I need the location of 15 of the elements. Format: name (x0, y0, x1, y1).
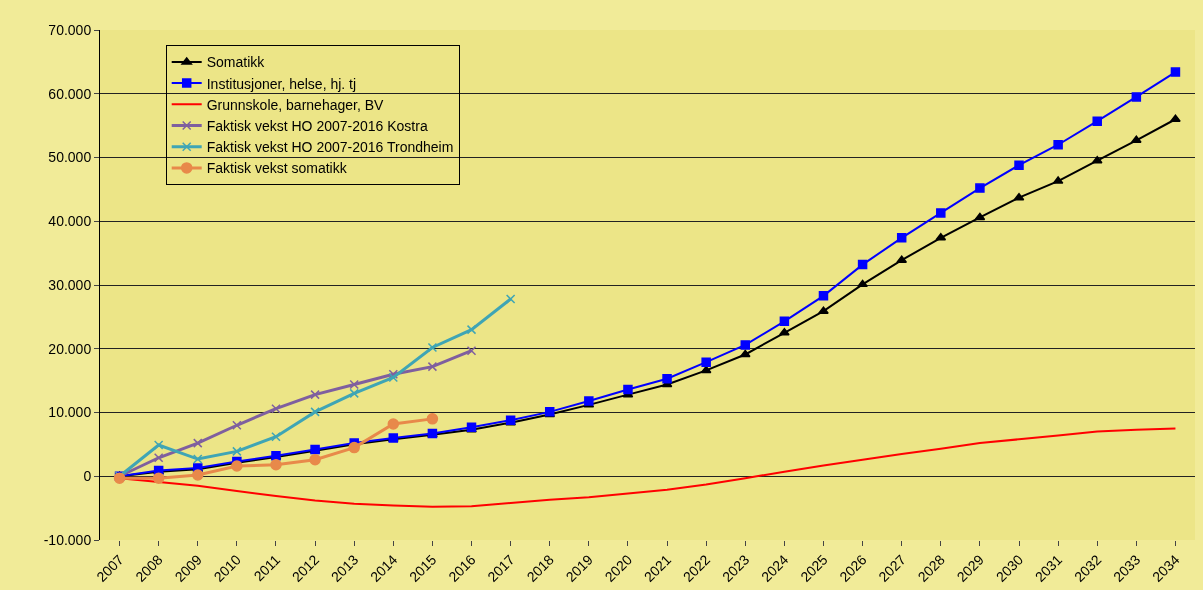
legend-label: Faktisk vekst somatikk (206, 160, 348, 177)
legend-label: Institusjoner, helse, hj. tj (206, 75, 357, 92)
y-tick-label: 0 (83, 468, 92, 485)
y-tick-label: 10.000 (48, 404, 92, 421)
y-tick-label: 20.000 (48, 340, 92, 357)
y-tick-label: 50.000 (48, 149, 92, 166)
legend-label: Faktisk vekst HO 2007-2016 Kostra (206, 117, 428, 134)
legend-label: Somatikk (206, 54, 266, 71)
legend-label: Grunnskole, barnehager, BV (206, 96, 385, 113)
y-tick-label: 40.000 (48, 213, 92, 230)
y-tick-label: 30.000 (48, 276, 92, 293)
y-tick-label: 70.000 (48, 21, 92, 38)
y-tick-label: -10.000 (43, 531, 92, 548)
y-tick-label: 60.000 (48, 85, 92, 102)
legend-label: Faktisk vekst HO 2007-2016 Trondheim (206, 139, 454, 156)
